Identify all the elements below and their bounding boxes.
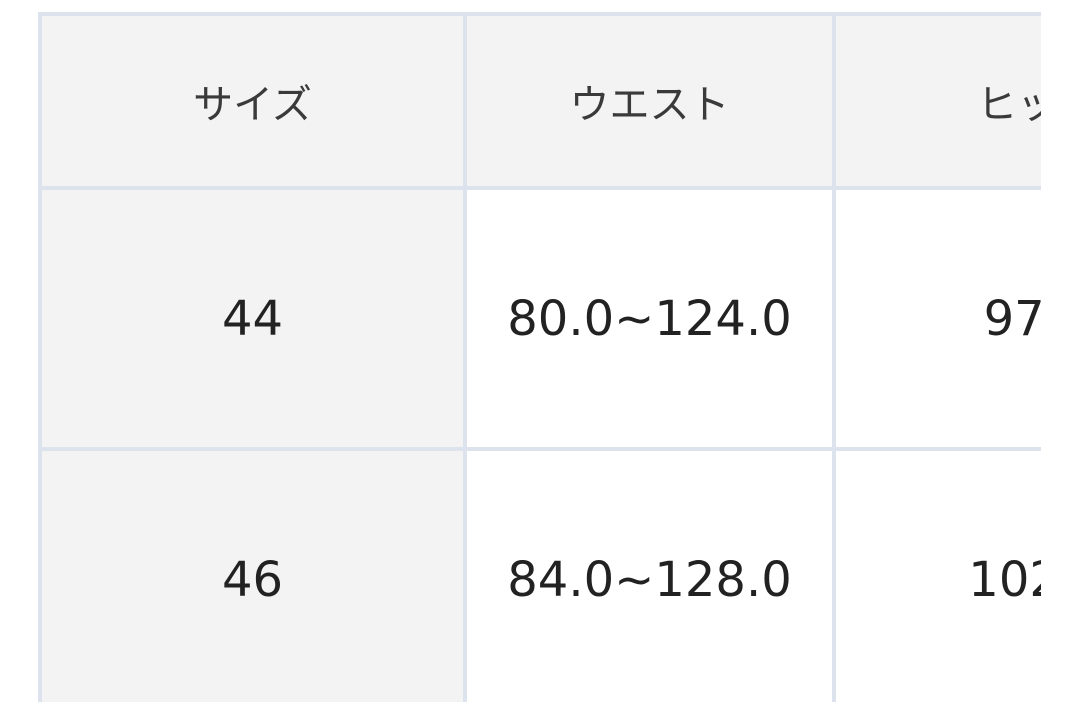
table-row: 44 80.0~124.0 97.0: [38, 186, 1041, 451]
header-cell: ヒップ: [832, 12, 1041, 190]
waist-cell: 84.0~128.0: [463, 447, 836, 702]
size-table-viewport: サイズ ウエスト ヒップ 44 80.0~124.0 97.0 46 84.0~…: [38, 12, 1041, 702]
size-table: サイズ ウエスト ヒップ 44 80.0~124.0 97.0 46 84.0~…: [38, 12, 1041, 702]
header-cell: サイズ: [38, 12, 467, 190]
size-cell: 46: [38, 447, 467, 702]
size-cell: 44: [38, 186, 467, 451]
header-cell: ウエスト: [463, 12, 836, 190]
table-row: 46 84.0~128.0 102.0: [38, 447, 1041, 702]
hip-cell: 102.0: [832, 447, 1041, 702]
waist-cell: 80.0~124.0: [463, 186, 836, 451]
header-row: サイズ ウエスト ヒップ: [38, 12, 1041, 190]
hip-cell: 97.0: [832, 186, 1041, 451]
